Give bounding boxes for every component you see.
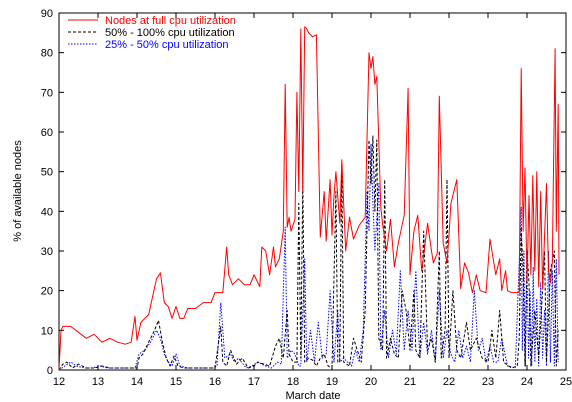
x-tick-label: 22: [443, 376, 455, 388]
x-tick-label: 21: [404, 376, 416, 388]
x-tick-label: 19: [326, 376, 338, 388]
x-tick-label: 17: [248, 376, 260, 388]
plot-frame: [58, 12, 567, 371]
series-line-3: [58, 143, 559, 371]
legend-label: Nodes at full cpu utilization: [105, 15, 236, 27]
y-tick-label: 20: [41, 286, 53, 298]
y-tick-label: 30: [41, 246, 53, 258]
series-layer: [58, 26, 560, 371]
x-axis: 12 13 14 15 16 17 18 19 20 21 22 23 24 25: [53, 13, 572, 388]
legend-label: 50% - 100% cpu utilization: [105, 27, 235, 39]
x-axis-title: March date: [285, 390, 340, 402]
x-tick-label: 20: [365, 376, 377, 388]
y-tick-label: 70: [41, 87, 53, 99]
y-tick-label: 60: [41, 127, 53, 139]
x-tick-label: 15: [170, 376, 182, 388]
x-tick-label: 13: [92, 376, 104, 388]
x-tick-label: 25: [560, 376, 572, 388]
x-tick-label: 23: [482, 376, 494, 388]
x-tick-label: 24: [521, 376, 533, 388]
y-tick-label: 10: [41, 325, 53, 337]
x-tick-label: 16: [209, 376, 221, 388]
y-tick-label: 80: [41, 48, 53, 60]
series-line-1: [58, 26, 560, 371]
series-line-2: [58, 135, 559, 371]
legend-label: 25% - 50% cpu utilization: [105, 39, 229, 51]
y-tick-label: 0: [47, 365, 53, 377]
y-axis-title: % of available nodes: [12, 140, 24, 242]
y-tick-label: 40: [41, 206, 53, 218]
y-axis: 0 10 20 30 40 50 60 70 80 90: [41, 8, 566, 377]
x-tick-label: 18: [287, 376, 299, 388]
x-tick-label: 14: [131, 376, 143, 388]
x-tick-label: 12: [53, 376, 65, 388]
y-tick-label: 90: [41, 8, 53, 20]
y-tick-label: 50: [41, 167, 53, 179]
